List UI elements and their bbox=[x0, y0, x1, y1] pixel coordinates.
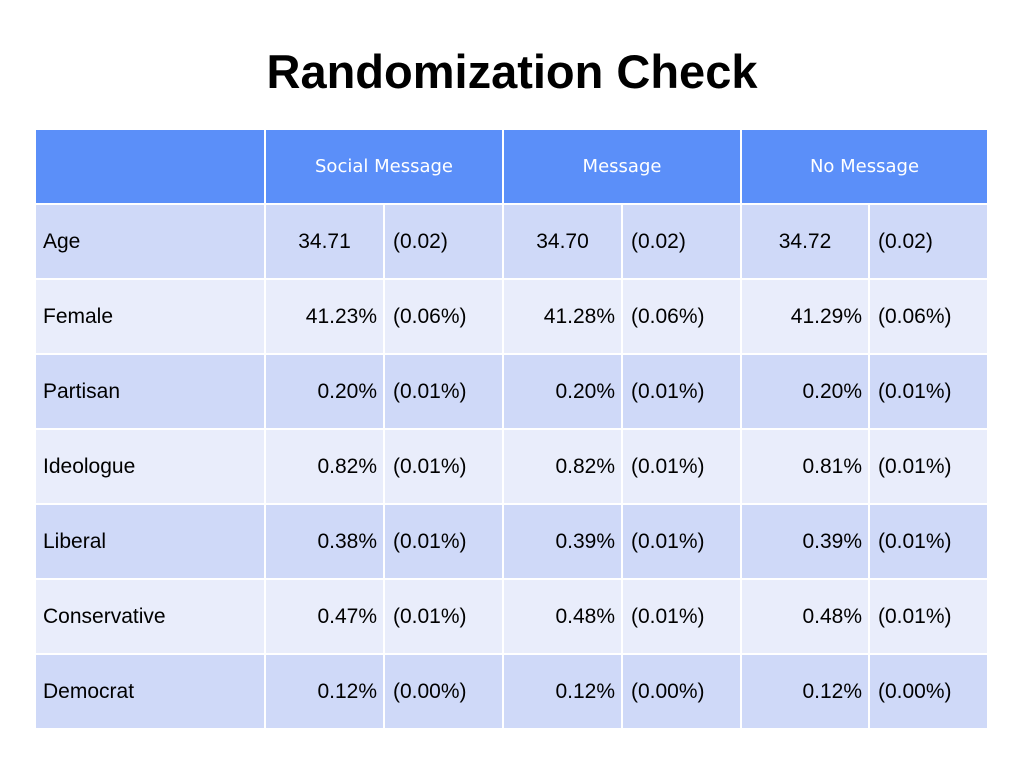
message-se: (0.06%) bbox=[621, 278, 742, 355]
message-value: 0.39% bbox=[502, 503, 623, 580]
table-row: Democrat 0.12% (0.00%) 0.12% (0.00%) 0.1… bbox=[34, 653, 989, 730]
message-se: (0.01%) bbox=[621, 428, 742, 505]
randomization-table: Social Message Message No Message Age 34… bbox=[34, 128, 989, 730]
no-message-se: (0.01%) bbox=[868, 353, 989, 430]
row-label: Ideologue bbox=[34, 428, 266, 505]
no-message-se: (0.06%) bbox=[868, 278, 989, 355]
no-message-value: 41.29% bbox=[740, 278, 870, 355]
row-label: Liberal bbox=[34, 503, 266, 580]
header-no-message: No Message bbox=[740, 128, 989, 205]
no-message-se: (0.01%) bbox=[868, 428, 989, 505]
message-value: 0.82% bbox=[502, 428, 623, 505]
table-header: Social Message Message No Message bbox=[34, 128, 989, 205]
message-se: (0.02) bbox=[621, 203, 742, 280]
row-label: Conservative bbox=[34, 578, 266, 655]
social-message-value: 0.82% bbox=[264, 428, 385, 505]
table-row: Conservative 0.47% (0.01%) 0.48% (0.01%)… bbox=[34, 578, 989, 655]
no-message-se: (0.01%) bbox=[868, 578, 989, 655]
row-label: Age bbox=[34, 203, 266, 280]
header-message: Message bbox=[502, 128, 742, 205]
social-message-value: 41.23% bbox=[264, 278, 385, 355]
social-message-se: (0.01%) bbox=[383, 578, 504, 655]
message-se: (0.01%) bbox=[621, 503, 742, 580]
no-message-se: (0.01%) bbox=[868, 503, 989, 580]
social-message-se: (0.00%) bbox=[383, 653, 504, 730]
no-message-value: 0.39% bbox=[740, 503, 870, 580]
social-message-se: (0.02) bbox=[383, 203, 504, 280]
message-value: 41.28% bbox=[502, 278, 623, 355]
header-social-message: Social Message bbox=[264, 128, 504, 205]
row-label: Partisan bbox=[34, 353, 266, 430]
table-row: Female 41.23% (0.06%) 41.28% (0.06%) 41.… bbox=[34, 278, 989, 355]
message-value: 0.48% bbox=[502, 578, 623, 655]
header-empty-cell bbox=[34, 128, 266, 205]
no-message-se: (0.02) bbox=[868, 203, 989, 280]
table-body: Age 34.71 (0.02) 34.70 (0.02) 34.72 (0.0… bbox=[34, 203, 989, 730]
table-row: Age 34.71 (0.02) 34.70 (0.02) 34.72 (0.0… bbox=[34, 203, 989, 280]
row-label: Democrat bbox=[34, 653, 266, 730]
table-row: Liberal 0.38% (0.01%) 0.39% (0.01%) 0.39… bbox=[34, 503, 989, 580]
no-message-value: 0.12% bbox=[740, 653, 870, 730]
header-row: Social Message Message No Message bbox=[34, 128, 989, 205]
social-message-value: 0.12% bbox=[264, 653, 385, 730]
no-message-se: (0.00%) bbox=[868, 653, 989, 730]
no-message-value: 34.72 bbox=[740, 203, 870, 280]
message-se: (0.01%) bbox=[621, 353, 742, 430]
social-message-se: (0.01%) bbox=[383, 503, 504, 580]
message-value: 34.70 bbox=[502, 203, 623, 280]
message-se: (0.00%) bbox=[621, 653, 742, 730]
social-message-value: 34.71 bbox=[264, 203, 385, 280]
message-value: 0.20% bbox=[502, 353, 623, 430]
table-row: Partisan 0.20% (0.01%) 0.20% (0.01%) 0.2… bbox=[34, 353, 989, 430]
no-message-value: 0.81% bbox=[740, 428, 870, 505]
message-se: (0.01%) bbox=[621, 578, 742, 655]
social-message-se: (0.01%) bbox=[383, 353, 504, 430]
social-message-value: 0.38% bbox=[264, 503, 385, 580]
page-title: Randomization Check bbox=[266, 45, 758, 98]
message-value: 0.12% bbox=[502, 653, 623, 730]
no-message-value: 0.20% bbox=[740, 353, 870, 430]
social-message-value: 0.20% bbox=[264, 353, 385, 430]
table-row: Ideologue 0.82% (0.01%) 0.82% (0.01%) 0.… bbox=[34, 428, 989, 505]
social-message-se: (0.06%) bbox=[383, 278, 504, 355]
no-message-value: 0.48% bbox=[740, 578, 870, 655]
social-message-value: 0.47% bbox=[264, 578, 385, 655]
social-message-se: (0.01%) bbox=[383, 428, 504, 505]
row-label: Female bbox=[34, 278, 266, 355]
